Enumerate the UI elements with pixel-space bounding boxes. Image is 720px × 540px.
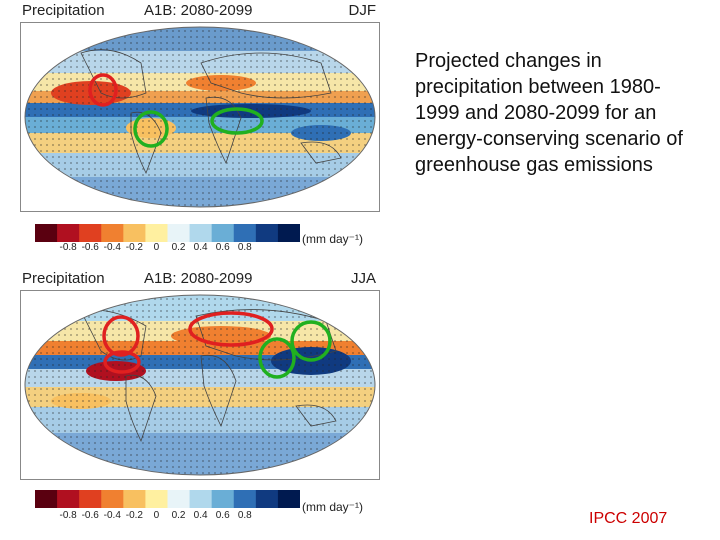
jja-variable-label: Precipitation bbox=[22, 270, 105, 287]
djf-wetter-circle-africa bbox=[210, 107, 264, 135]
jja-colorbar-swatch bbox=[233, 490, 257, 508]
jja-drier-circle-mediterranean bbox=[188, 311, 274, 347]
jja-map-graphic bbox=[24, 294, 376, 476]
jja-precipitation-map bbox=[20, 290, 380, 480]
djf-colorbar-swatch bbox=[233, 224, 257, 242]
jja-colorbar-tick-label: -0.2 bbox=[125, 510, 143, 521]
jja-wetter-circle-east-asia bbox=[290, 320, 332, 362]
jja-colorbar-tick-label: 0.2 bbox=[171, 510, 186, 521]
djf-colorbar-tick-label: -0.8 bbox=[59, 242, 77, 253]
djf-colorbar-swatch bbox=[211, 224, 235, 242]
jja-colorbar-swatch bbox=[57, 490, 80, 508]
jja-wetter-circle-south-asia bbox=[258, 337, 296, 379]
djf-colorbar-swatches bbox=[35, 224, 301, 242]
jja-colorbar-swatch bbox=[277, 490, 301, 508]
jja-colorbar-tick-label: -0.8 bbox=[59, 510, 77, 521]
description-text: Projected changes in precipitation betwe… bbox=[415, 50, 683, 176]
djf-colorbar-swatch bbox=[277, 224, 301, 242]
jja-drier-circle-central-america bbox=[103, 350, 141, 374]
djf-colorbar-tick-label: 0.8 bbox=[237, 242, 252, 253]
jja-colorbar-tick-label: 0.8 bbox=[237, 510, 252, 521]
djf-colorbar-swatch bbox=[145, 224, 168, 242]
jja-scenario-label: A1B: 2080-2099 bbox=[144, 270, 253, 287]
jja-colorbar-swatches bbox=[35, 490, 301, 508]
jja-panel: Precipitation A1B: 2080-2099 JJA bbox=[20, 270, 380, 530]
djf-variable-label: Precipitation bbox=[22, 2, 105, 19]
djf-map-graphic bbox=[24, 26, 376, 208]
djf-season-label: DJF bbox=[348, 2, 377, 19]
jja-colorbar-tick-label: 0.6 bbox=[215, 510, 230, 521]
djf-colorbar-swatch bbox=[255, 224, 279, 242]
credit-label: IPCC 2007 bbox=[589, 510, 668, 527]
jja-colorbar-swatch bbox=[35, 490, 58, 508]
jja-colorbar-ticks: -0.8 -0.6 -0.4 -0.2 0 0.2 0.4 0.6 0.8 bbox=[20, 510, 320, 524]
djf-colorbar-tick-label: 0.4 bbox=[193, 242, 208, 253]
jja-colorbar-tick-label: -0.4 bbox=[103, 510, 121, 521]
jja-colorbar-tick-label: -0.6 bbox=[81, 510, 99, 521]
djf-colorbar-tick-label: -0.6 bbox=[81, 242, 99, 253]
djf-drier-circle-caribbean bbox=[88, 73, 118, 107]
jja-colorbar-swatch bbox=[211, 490, 235, 508]
jja-colorbar-swatch bbox=[145, 490, 168, 508]
jja-season-label: JJA bbox=[350, 270, 376, 287]
djf-colorbar-swatch bbox=[189, 224, 213, 242]
jja-colorbar-tick-label: 0 bbox=[153, 510, 160, 521]
jja-colorbar-swatch bbox=[79, 490, 102, 508]
djf-colorbar bbox=[35, 224, 301, 242]
jja-panel-header: Precipitation A1B: 2080-2099 JJA bbox=[20, 270, 380, 290]
djf-colorbar-tick-label: 0.2 bbox=[171, 242, 186, 253]
djf-colorbar-tick-label: 0 bbox=[153, 242, 160, 253]
djf-colorbar-unit: (mm day⁻¹) bbox=[302, 232, 363, 246]
jja-colorbar-swatch bbox=[167, 490, 191, 508]
djf-panel-header: Precipitation A1B: 2080-2099 DJF bbox=[20, 2, 380, 22]
djf-colorbar-swatch bbox=[123, 224, 146, 242]
djf-colorbar-ticks: -0.8 -0.6 -0.4 -0.2 0 0.2 0.4 0.6 0.8 bbox=[20, 242, 320, 256]
jja-colorbar bbox=[35, 490, 301, 508]
djf-colorbar-swatch bbox=[79, 224, 102, 242]
jja-colorbar-unit: (mm day⁻¹) bbox=[302, 500, 363, 514]
djf-wetter-circle-south-america bbox=[133, 110, 169, 148]
jja-colorbar-swatch bbox=[101, 490, 124, 508]
djf-colorbar-tick-label: 0.6 bbox=[215, 242, 230, 253]
djf-panel: Precipitation A1B: 2080-2099 DJF bbox=[20, 2, 380, 262]
djf-colorbar-swatch bbox=[35, 224, 58, 242]
jja-colorbar-swatch bbox=[123, 490, 146, 508]
djf-colorbar-swatch bbox=[57, 224, 80, 242]
djf-precipitation-map bbox=[20, 22, 380, 212]
djf-colorbar-tick-label: -0.2 bbox=[125, 242, 143, 253]
djf-colorbar-swatch bbox=[101, 224, 124, 242]
jja-colorbar-swatch bbox=[255, 490, 279, 508]
djf-scenario-label: A1B: 2080-2099 bbox=[144, 2, 253, 19]
jja-colorbar-tick-label: 0.4 bbox=[193, 510, 208, 521]
djf-colorbar-tick-label: -0.4 bbox=[103, 242, 121, 253]
djf-colorbar-swatch bbox=[167, 224, 191, 242]
jja-drier-circle-north-america bbox=[102, 315, 140, 357]
jja-colorbar-swatch bbox=[189, 490, 213, 508]
